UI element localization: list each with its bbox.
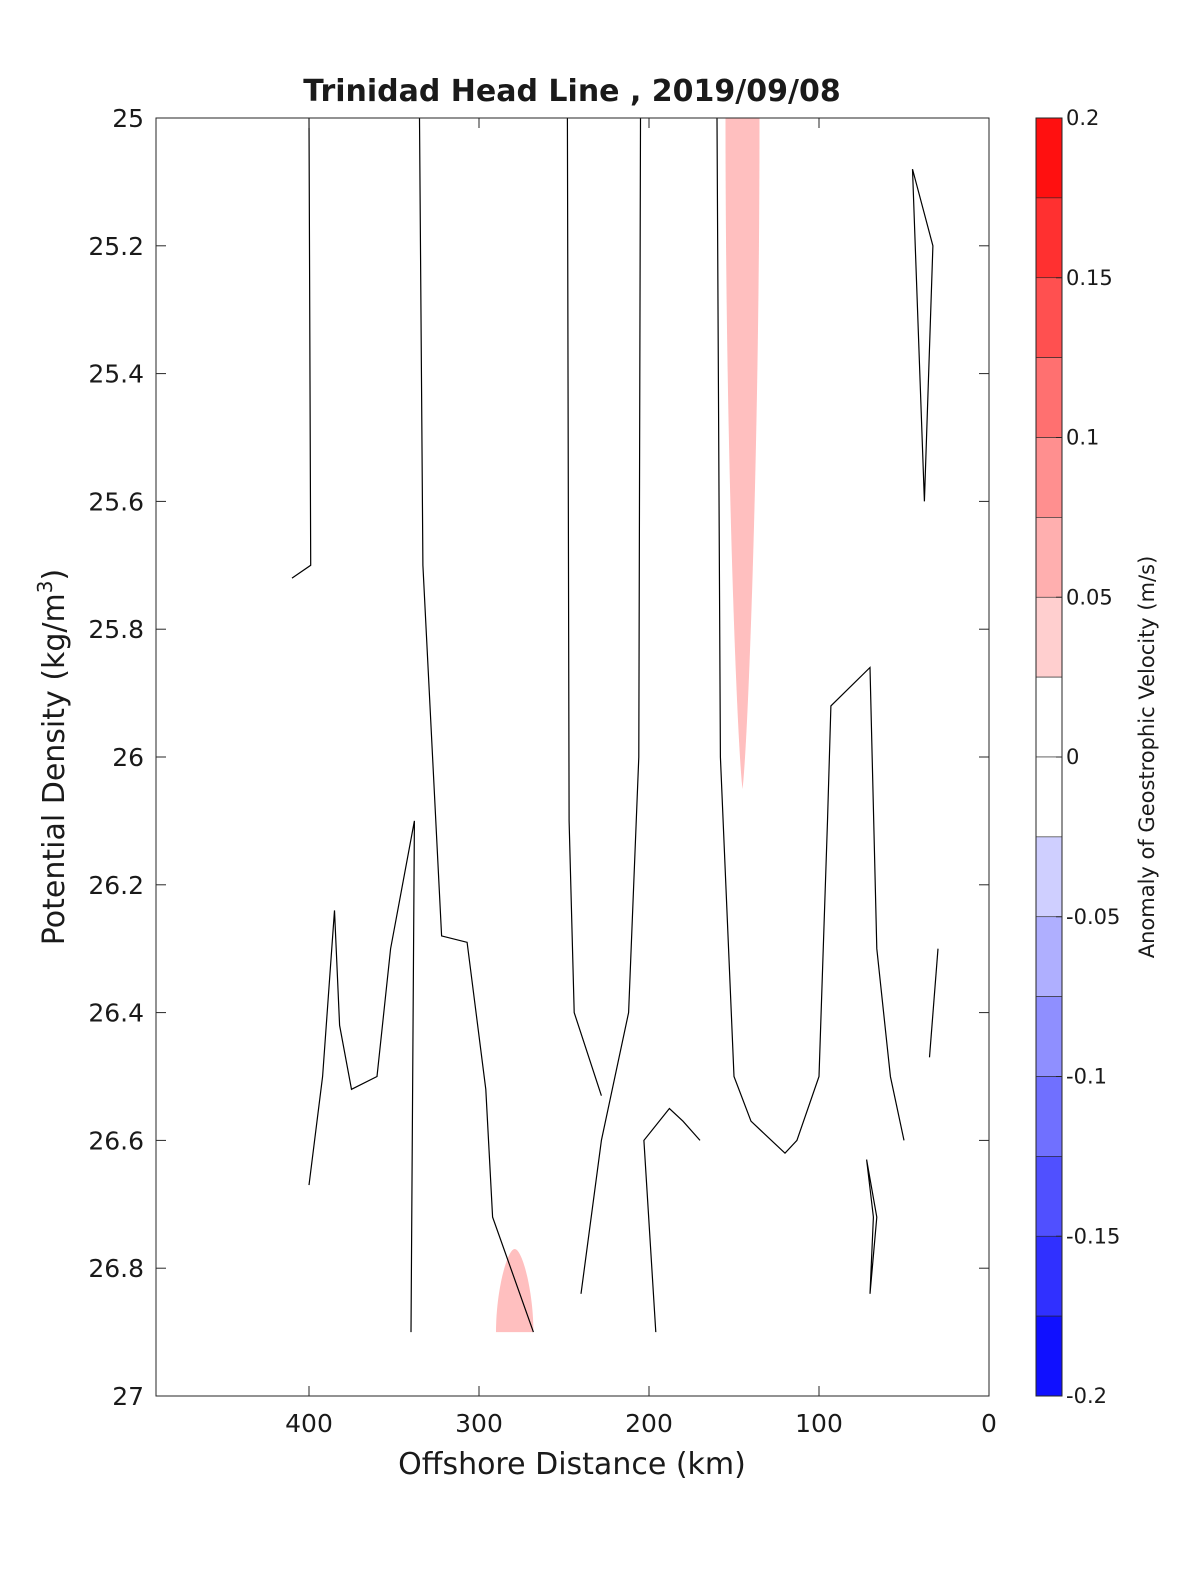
y-tick-label: 26.2 — [88, 871, 144, 900]
chart-title: Trinidad Head Line , 2019/09/08 — [303, 74, 840, 109]
zero-contour — [866, 1159, 878, 1294]
anomaly-region-positive — [334, 118, 369, 662]
y-axis-label-superscript: 3 — [33, 580, 57, 593]
y-tick-label: 25 — [112, 104, 144, 133]
colorbar-band — [1035, 1156, 1063, 1237]
colorbar: 0.2 0.15 0.1 0.05 0 -0.05 -0.1 -0.15 -0.2 — [1035, 106, 1120, 1408]
x-tick-label: 300 — [455, 1409, 503, 1438]
colorbar-tick-label: -0.15 — [1066, 1224, 1120, 1248]
colorbar-band — [1035, 1076, 1063, 1157]
x-axis: 400 300 200 100 0 — [285, 118, 997, 1438]
zero-contour — [643, 1107, 701, 1333]
anomaly-region-negative — [436, 118, 561, 949]
colorbar-tick-label: 0.1 — [1066, 426, 1099, 450]
colorbar-tick-label: 0.15 — [1066, 266, 1113, 290]
y-tick-label: 27 — [112, 1382, 144, 1411]
velocity-anomaly-fills — [326, 118, 887, 1333]
anomaly-region-positive — [445, 1076, 556, 1333]
zero-contour — [308, 820, 415, 1333]
colorbar-band — [1035, 517, 1063, 598]
y-tick-label: 25.4 — [88, 360, 144, 389]
colorbar-tick-label: -0.05 — [1066, 905, 1120, 929]
colorbar-band — [1035, 197, 1063, 279]
y-tick-label: 26 — [112, 743, 144, 772]
colorbar-tick-label: 0.05 — [1066, 585, 1113, 609]
zero-contour — [928, 948, 939, 1058]
colorbar-band — [1035, 996, 1063, 1077]
zero-contour — [418, 118, 534, 1333]
y-axis-label: Potential Density (kg/m3) — [33, 569, 72, 945]
y-axis-label-text: Potential Density (kg/m — [37, 593, 72, 945]
colorbar-label: Anomaly of Geostrophic Velocity (m/s) — [1135, 556, 1159, 959]
colorbar-tick-label: 0.2 — [1066, 106, 1099, 130]
colorbar-band — [1035, 277, 1063, 358]
colorbar-tick-label: 0 — [1066, 745, 1079, 769]
x-tick-label: 100 — [795, 1409, 843, 1438]
y-tick-label: 25.8 — [88, 615, 144, 644]
y-tick-label: 26.8 — [88, 1254, 144, 1283]
anomaly-region-positive — [725, 118, 760, 789]
anomaly-region-positive — [649, 1236, 692, 1333]
colorbar-band — [1035, 437, 1063, 518]
anomaly-region-positive — [785, 118, 887, 1045]
anomaly-region-negative — [640, 118, 704, 994]
colorbar-band — [1035, 357, 1063, 438]
anomaly-region-negative — [326, 1217, 386, 1333]
y-tick-label: 26.4 — [88, 999, 144, 1028]
y-axis-label-close: ) — [37, 569, 72, 581]
x-tick-label: 400 — [285, 1409, 333, 1438]
colorbar-band — [1035, 596, 1063, 678]
zero-contour — [911, 168, 934, 502]
x-tick-label: 200 — [625, 1409, 673, 1438]
zero-contour-lines — [291, 118, 939, 1333]
y-tick-label: 26.6 — [88, 1126, 144, 1155]
colorbar-tick-label: -0.1 — [1066, 1065, 1107, 1089]
zero-contour — [291, 118, 312, 579]
colorbar-band — [1035, 676, 1063, 758]
colorbar-band — [1035, 756, 1063, 838]
colorbar-band — [1035, 836, 1063, 918]
colorbar-tick-label: -0.2 — [1066, 1384, 1107, 1408]
colorbar-band — [1035, 1315, 1063, 1397]
y-tick-label: 25.2 — [88, 232, 144, 261]
x-tick-label: 0 — [981, 1409, 997, 1438]
colorbar-band — [1035, 916, 1063, 997]
y-axis: 25 25.2 25.4 25.6 25.8 26 26.2 26.4 26.6 26.8 27 — [88, 104, 989, 1411]
zero-contour — [716, 118, 905, 1155]
anomaly-region-negative — [802, 1191, 845, 1333]
anomaly-region-negative — [572, 1044, 615, 1269]
zero-contour — [566, 118, 602, 1096]
colorbar-band — [1035, 117, 1063, 199]
zero-contour — [580, 118, 642, 1294]
y-tick-label: 25.6 — [88, 487, 144, 516]
anomaly-region-positive — [496, 1249, 534, 1333]
anomaly-region-positive — [567, 118, 636, 949]
colorbar-band — [1035, 1235, 1063, 1317]
x-axis-label: Offshore Distance (km) — [398, 1447, 746, 1482]
